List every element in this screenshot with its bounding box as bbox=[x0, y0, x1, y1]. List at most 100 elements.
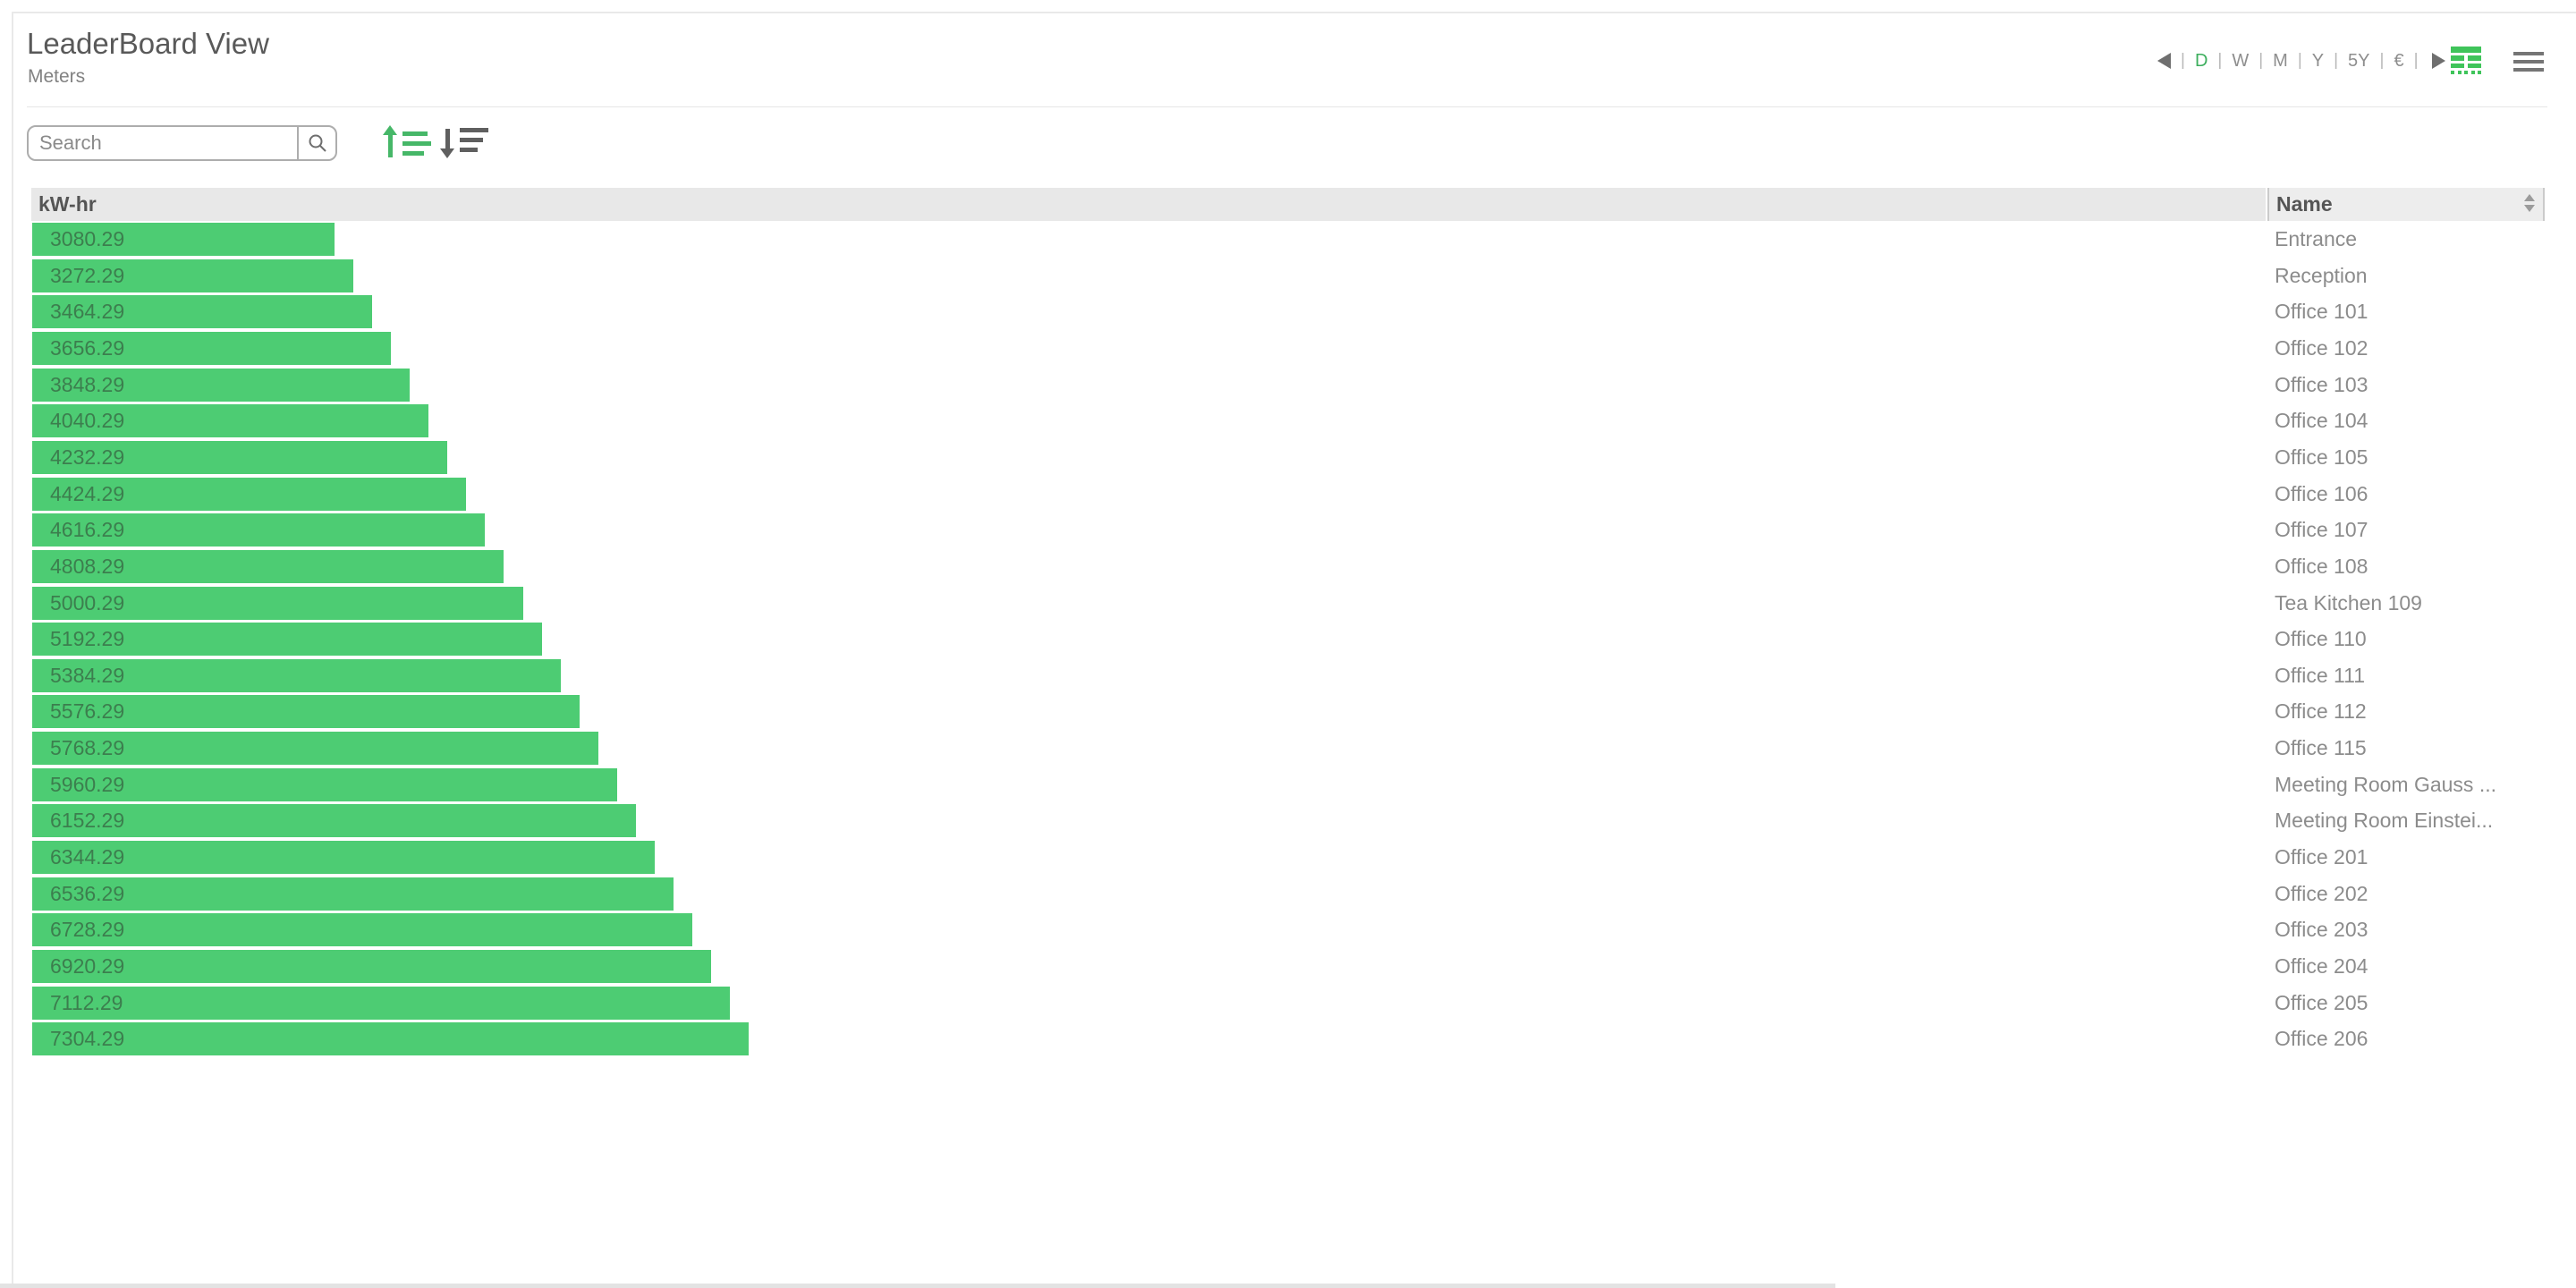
meter-name: Office 205 bbox=[2275, 991, 2368, 1014]
meter-name: Office 101 bbox=[2275, 300, 2368, 323]
previous-period-icon[interactable] bbox=[2157, 53, 2171, 69]
meter-bar: 3272.29 bbox=[32, 259, 353, 292]
meter-row[interactable]: 6152.29 Meeting Room Einstei... bbox=[0, 803, 2576, 839]
meter-row[interactable]: 5384.29 Office 111 bbox=[0, 658, 2576, 694]
meter-bar: 5192.29 bbox=[32, 623, 542, 656]
leaderboard-view-icon[interactable] bbox=[2451, 47, 2481, 74]
meter-bar: 6920.29 bbox=[32, 950, 711, 983]
meter-value: 3272.29 bbox=[50, 264, 125, 287]
meter-value: 5384.29 bbox=[50, 664, 125, 687]
meter-row[interactable]: 4040.29 Office 104 bbox=[0, 403, 2576, 439]
meter-name: Office 108 bbox=[2275, 555, 2368, 578]
meter-name: Office 201 bbox=[2275, 845, 2368, 869]
column-header-kwhr[interactable]: kW-hr bbox=[31, 188, 2266, 221]
meter-bar: 4424.29 bbox=[32, 478, 466, 511]
sort-descending-icon[interactable] bbox=[440, 127, 488, 160]
search-button[interactable] bbox=[297, 127, 335, 159]
meter-value: 5576.29 bbox=[50, 699, 125, 723]
page-subtitle: Meters bbox=[28, 66, 86, 87]
meter-value: 6344.29 bbox=[50, 845, 125, 869]
period-option-5y[interactable]: 5Y bbox=[2348, 50, 2370, 71]
period-selector: | D | W | M | Y | 5Y | € | bbox=[2157, 45, 2445, 77]
meter-row[interactable]: 4616.29 Office 107 bbox=[0, 513, 2576, 548]
meter-row[interactable]: 5192.29 Office 110 bbox=[0, 622, 2576, 657]
separator: | bbox=[2379, 51, 2385, 70]
meter-value: 5000.29 bbox=[50, 591, 125, 614]
meter-value: 4232.29 bbox=[50, 445, 125, 469]
meter-value: 4616.29 bbox=[50, 518, 125, 541]
meter-bar: 3848.29 bbox=[32, 369, 410, 402]
menu-icon[interactable] bbox=[2513, 52, 2544, 72]
meter-bar: 5000.29 bbox=[32, 587, 523, 620]
meter-row[interactable]: 7304.29 Office 206 bbox=[0, 1021, 2576, 1057]
meter-name: Office 111 bbox=[2275, 664, 2366, 687]
meter-value: 7112.29 bbox=[50, 991, 123, 1014]
card-left-border bbox=[12, 12, 13, 1284]
meter-row[interactable]: 6536.29 Office 202 bbox=[0, 877, 2576, 912]
meter-value: 5960.29 bbox=[50, 773, 125, 796]
meter-row[interactable]: 3080.29 Entrance bbox=[0, 222, 2576, 258]
meter-row[interactable]: 6728.29 Office 203 bbox=[0, 912, 2576, 948]
meter-row[interactable]: 3848.29 Office 103 bbox=[0, 368, 2576, 403]
meter-value: 3848.29 bbox=[50, 373, 125, 396]
meter-name: Office 103 bbox=[2275, 373, 2368, 396]
separator: | bbox=[2334, 51, 2339, 70]
meter-value: 5768.29 bbox=[50, 736, 125, 759]
meter-name: Office 105 bbox=[2275, 445, 2368, 469]
meter-row[interactable]: 5960.29 Meeting Room Gauss ... bbox=[0, 767, 2576, 803]
meter-row[interactable]: 4424.29 Office 106 bbox=[0, 477, 2576, 513]
meter-row[interactable]: 4232.29 Office 105 bbox=[0, 440, 2576, 476]
period-option-m[interactable]: M bbox=[2273, 50, 2288, 71]
meter-bar: 5960.29 bbox=[32, 768, 617, 801]
meter-value: 6152.29 bbox=[50, 809, 125, 832]
name-sort-arrows-icon[interactable] bbox=[2524, 194, 2536, 215]
meter-bar: 4616.29 bbox=[32, 513, 485, 547]
meter-bar: 6536.29 bbox=[32, 877, 674, 911]
separator: | bbox=[2181, 51, 2185, 70]
meter-name: Meeting Room Gauss ... bbox=[2275, 773, 2496, 796]
meter-bar: 3656.29 bbox=[32, 332, 391, 365]
kwhr-header-label: kW-hr bbox=[38, 192, 97, 216]
search-box bbox=[27, 125, 337, 161]
meter-bar: 3464.29 bbox=[32, 295, 372, 328]
card-top-border bbox=[12, 12, 2576, 13]
meter-value: 7304.29 bbox=[50, 1027, 125, 1050]
period-option-y[interactable]: Y bbox=[2311, 50, 2325, 71]
meter-row[interactable]: 7112.29 Office 205 bbox=[0, 986, 2576, 1021]
meter-value: 5192.29 bbox=[50, 627, 125, 650]
period-option-d[interactable]: D bbox=[2194, 50, 2208, 71]
period-option-€[interactable]: € bbox=[2394, 50, 2404, 71]
separator: | bbox=[2258, 51, 2264, 70]
meter-row[interactable]: 3656.29 Office 102 bbox=[0, 331, 2576, 367]
meter-bar: 6728.29 bbox=[32, 913, 692, 946]
meter-name: Office 106 bbox=[2275, 482, 2368, 505]
meter-row[interactable]: 6344.29 Office 201 bbox=[0, 840, 2576, 876]
sort-ascending-icon[interactable] bbox=[383, 125, 431, 158]
meter-bar: 6344.29 bbox=[32, 841, 655, 874]
meter-row[interactable]: 6920.29 Office 204 bbox=[0, 949, 2576, 985]
meter-row[interactable]: 3464.29 Office 101 bbox=[0, 294, 2576, 330]
meter-value: 6536.29 bbox=[50, 882, 125, 905]
search-input[interactable] bbox=[29, 127, 297, 159]
next-period-icon[interactable] bbox=[2431, 53, 2445, 69]
meter-value: 3464.29 bbox=[50, 300, 125, 323]
meter-bar: 5576.29 bbox=[32, 695, 580, 728]
meter-row[interactable]: 5000.29 Tea Kitchen 109 bbox=[0, 586, 2576, 622]
meter-value: 6728.29 bbox=[50, 918, 125, 941]
meter-name: Office 107 bbox=[2275, 518, 2368, 541]
period-option-w[interactable]: W bbox=[2232, 50, 2250, 71]
meter-value: 4808.29 bbox=[50, 555, 125, 578]
meter-row[interactable]: 3272.29 Reception bbox=[0, 258, 2576, 294]
meter-row[interactable]: 5576.29 Office 112 bbox=[0, 694, 2576, 730]
meter-name: Office 202 bbox=[2275, 882, 2368, 905]
meter-value: 3080.29 bbox=[50, 227, 125, 250]
column-header-name[interactable]: Name bbox=[2267, 188, 2545, 221]
meter-bar: 5768.29 bbox=[32, 732, 598, 765]
meter-row[interactable]: 4808.29 Office 108 bbox=[0, 549, 2576, 585]
meter-bar: 7304.29 bbox=[32, 1022, 749, 1055]
meter-name: Tea Kitchen 109 bbox=[2275, 591, 2422, 614]
meter-name: Office 110 bbox=[2275, 627, 2367, 650]
meter-row[interactable]: 5768.29 Office 115 bbox=[0, 731, 2576, 767]
